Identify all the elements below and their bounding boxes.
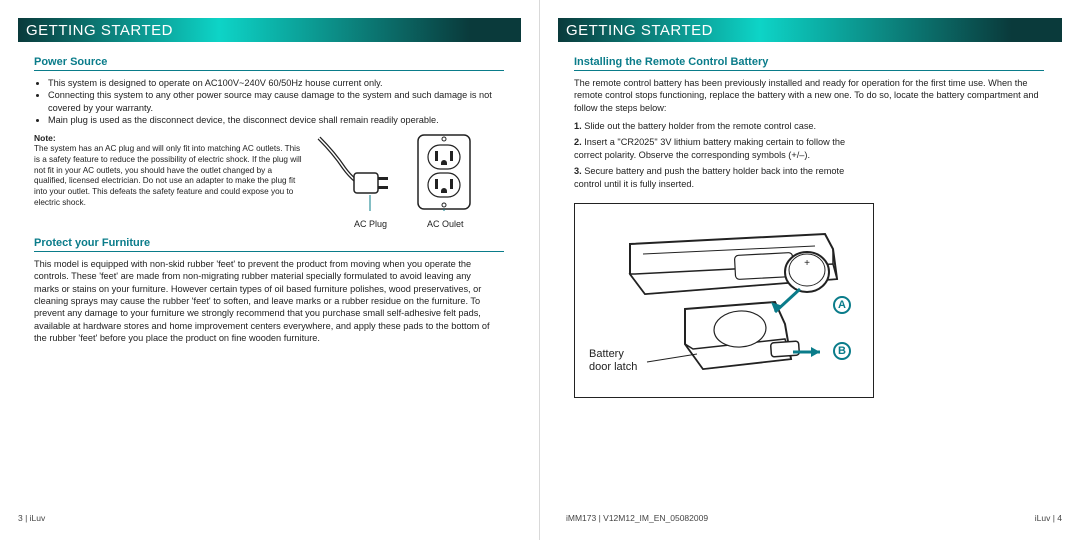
header-bar-right: GETTING STARTED bbox=[558, 18, 1062, 42]
ac-plug-label: AC Plug bbox=[354, 219, 387, 229]
manual-spread: GETTING STARTED Power Source This system… bbox=[0, 0, 1080, 540]
header-bar-left: GETTING STARTED bbox=[18, 18, 521, 42]
header-title-left: GETTING STARTED bbox=[26, 22, 173, 39]
figure-labels: AC Plug AC Oulet bbox=[314, 219, 489, 229]
bullet-item: Connecting this system to any other powe… bbox=[48, 89, 494, 114]
step-item: 2. Insert a "CR2025" 3V lithium battery … bbox=[574, 136, 854, 162]
page-right: GETTING STARTED Installing the Remote Co… bbox=[540, 0, 1080, 540]
ac-outlet-label: AC Oulet bbox=[427, 219, 464, 229]
page-left: GETTING STARTED Power Source This system… bbox=[0, 0, 540, 540]
figure-marker-b: B bbox=[833, 342, 851, 360]
content-right: Installing the Remote Control Battery Th… bbox=[540, 42, 1080, 398]
section-furniture-title: Protect your Furniture bbox=[34, 237, 504, 252]
battery-steps: 1. Slide out the battery holder from the… bbox=[574, 120, 854, 190]
battery-caption: Battery door latch bbox=[589, 348, 637, 374]
svg-text:+: + bbox=[804, 258, 810, 269]
step-num: 1. bbox=[574, 121, 582, 131]
note-label: Note: bbox=[34, 133, 56, 143]
header-title-right: GETTING STARTED bbox=[566, 22, 713, 39]
step-text: Secure battery and push the battery hold… bbox=[574, 166, 844, 189]
battery-caption-line2: door latch bbox=[589, 361, 637, 373]
note-block: Note: The system has an AC plug and will… bbox=[34, 133, 517, 227]
battery-intro: The remote control battery has been prev… bbox=[574, 77, 1044, 114]
footer-right: iLuv | 4 bbox=[1035, 513, 1062, 523]
step-item: 1. Slide out the battery holder from the… bbox=[574, 120, 854, 133]
step-text: Insert a "CR2025" 3V lithium battery mak… bbox=[574, 137, 845, 160]
section-power-source-title: Power Source bbox=[34, 56, 504, 71]
furniture-body: This model is equipped with non-skid rub… bbox=[34, 258, 494, 345]
figure-marker-a: A bbox=[833, 296, 851, 314]
content-left: Power Source This system is designed to … bbox=[0, 42, 539, 345]
footer-mid: iMM173 | V12M12_IM_EN_05082009 bbox=[566, 513, 708, 523]
step-num: 3. bbox=[574, 166, 582, 176]
power-source-bullets: This system is designed to operate on AC… bbox=[34, 77, 494, 127]
step-item: 3. Secure battery and push the battery h… bbox=[574, 165, 854, 191]
step-num: 2. bbox=[574, 137, 582, 147]
step-text: Slide out the battery holder from the re… bbox=[584, 121, 816, 131]
footer-left: 3 | iLuv bbox=[18, 513, 45, 523]
note-body: The system has an AC plug and will only … bbox=[34, 144, 302, 206]
ac-plug-figure: AC Plug AC Oulet bbox=[314, 133, 489, 227]
bullet-item: This system is designed to operate on AC… bbox=[48, 77, 494, 89]
battery-figure: + A B bbox=[574, 203, 874, 398]
bullet-item: Main plug is used as the disconnect devi… bbox=[48, 114, 494, 126]
ac-plug-icon bbox=[314, 133, 399, 213]
note-text: Note: The system has an AC plug and will… bbox=[34, 133, 304, 209]
section-battery-title: Installing the Remote Control Battery bbox=[574, 56, 1044, 71]
battery-caption-line1: Battery bbox=[589, 348, 624, 360]
ac-outlet-icon bbox=[414, 133, 474, 213]
